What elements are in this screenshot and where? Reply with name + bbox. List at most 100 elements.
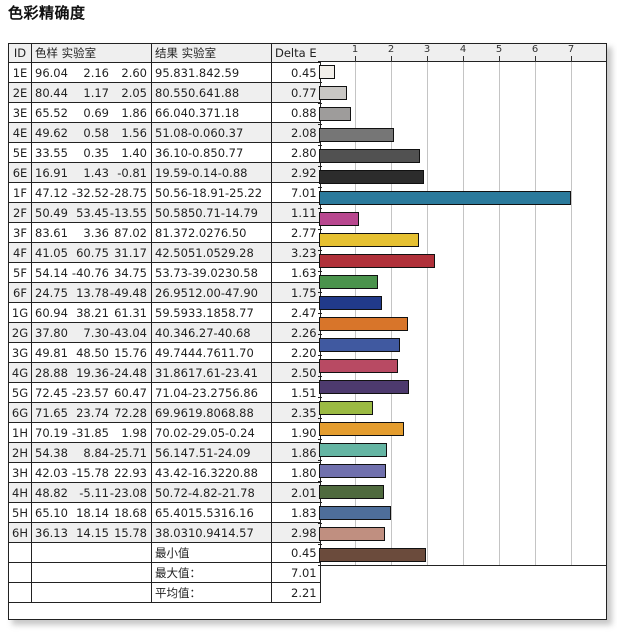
delta-e-value: 1.86 — [271, 442, 321, 463]
delta-e-value: 1.75 — [271, 282, 321, 303]
result-lab-a: -0.85 — [187, 145, 218, 160]
summary-label: 最小值 — [151, 542, 272, 563]
swatch-lab-b: -49.48 — [109, 285, 147, 300]
y-tick-mark — [318, 292, 322, 293]
gridline — [571, 62, 572, 565]
swatch-lab-l: 83.61 — [35, 225, 68, 240]
y-tick-mark — [318, 145, 322, 146]
x-tick-label: 7 — [567, 44, 575, 55]
swatch-lab-a: 60.75 — [76, 245, 109, 260]
summary-empty-id — [8, 562, 32, 583]
result-lab-b: 58.77 — [220, 305, 254, 320]
x-tick-mark — [571, 56, 572, 62]
swatch-lab-b: 1.98 — [121, 425, 147, 440]
result-lab-a: 0.37 — [187, 105, 214, 120]
swatch-lab-b: 18.68 — [114, 505, 147, 520]
result-lab-a: 10.94 — [187, 525, 221, 540]
result-lab-a: 50.71 — [187, 205, 221, 220]
delta-e-bar-4g — [319, 380, 409, 394]
swatch-lab-a: -5.11 — [79, 485, 109, 500]
result-lab-b: -21.78 — [217, 485, 255, 500]
swatch-lab-values: 96.04 2.16 2.60 — [31, 62, 152, 83]
delta-e-bar-6g — [319, 422, 404, 436]
delta-e-value: 2.77 — [271, 222, 321, 243]
result-lab-a: 1.84 — [187, 65, 214, 80]
delta-e-bar-5f — [319, 275, 378, 289]
result-lab-a: 0.64 — [187, 85, 214, 100]
result-lab-values: 43.42-16.3220.88 — [151, 462, 272, 483]
header-delta-e: Delta E — [271, 43, 321, 63]
swatch-lab-l: 70.19 — [35, 425, 68, 440]
swatch-lab-l: 54.38 — [35, 445, 68, 460]
delta-e-value: 2.98 — [271, 522, 321, 543]
swatch-lab-a: 0.58 — [83, 125, 109, 140]
result-lab-values: 56.147.51-24.09 — [151, 442, 272, 463]
y-tick-mark — [318, 103, 322, 104]
delta-e-value: 0.45 — [271, 62, 321, 83]
table-row: 6G 71.65 23.74 72.28 69.9619.8068.88 2.35 — [8, 402, 321, 423]
summary-label: 平均值： — [151, 582, 272, 603]
table-header-row: ID 色样 实验室 结果 实验室 Delta E — [8, 43, 321, 63]
summary-value: 0.45 — [271, 542, 321, 563]
table-row: 3E 65.52 0.69 1.86 66.040.371.18 0.88 — [8, 102, 321, 123]
delta-e-bar-4f — [319, 254, 435, 268]
delta-e-bar-3f — [319, 233, 419, 247]
delta-e-value: 2.92 — [271, 162, 321, 183]
swatch-lab-l: 36.13 — [35, 525, 68, 540]
table-row: 5G 72.45 -23.57 60.47 71.04-23.2756.86 1.51 — [8, 382, 321, 403]
result-lab-a: 51.05 — [187, 245, 221, 260]
result-lab-l: 53.73 — [155, 265, 188, 280]
swatch-lab-a: 2.16 — [83, 65, 109, 80]
delta-e-value: 2.01 — [271, 482, 321, 503]
swatch-lab-b: 22.93 — [114, 465, 147, 480]
swatch-lab-values: 72.45 -23.57 60.47 — [31, 382, 152, 403]
result-lab-values: 81.372.0276.50 — [151, 222, 272, 243]
swatch-lab-l: 28.88 — [35, 365, 68, 380]
y-tick-mark — [318, 523, 322, 524]
row-id: 6F — [8, 282, 32, 303]
table-row: 2E 80.44 1.17 2.05 80.550.641.88 0.77 — [8, 82, 321, 103]
table-row: 2H 54.38 8.84-25.71 56.147.51-24.09 1.86 — [8, 442, 321, 463]
y-tick-mark — [318, 208, 322, 209]
result-lab-b: -14.79 — [220, 205, 258, 220]
x-tick-label: 4 — [459, 44, 467, 55]
result-lab-a: 6.27 — [187, 325, 214, 340]
swatch-lab-b: 15.76 — [114, 345, 147, 360]
row-id: 2F — [8, 202, 32, 223]
y-tick-mark — [318, 82, 322, 83]
result-lab-a: 12.00 — [187, 285, 221, 300]
row-id: 1F — [8, 182, 32, 203]
result-lab-b: 2.59 — [213, 65, 240, 80]
y-tick-mark — [318, 439, 322, 440]
delta-e-value: 1.11 — [271, 202, 321, 223]
y-tick-mark — [318, 166, 322, 167]
result-lab-l: 50.56 — [155, 185, 188, 200]
result-lab-a: 19.80 — [187, 405, 221, 420]
swatch-lab-a: -23.57 — [71, 385, 109, 400]
swatch-lab-l: 50.49 — [35, 205, 68, 220]
summary-row: 最大值： 7.01 — [8, 562, 321, 583]
summary-empty-swatch — [31, 582, 152, 603]
swatch-lab-b: 2.60 — [121, 65, 147, 80]
y-tick-mark — [318, 313, 322, 314]
summary-empty-swatch — [31, 562, 152, 583]
delta-e-bar-2g — [319, 338, 400, 352]
result-lab-a: 15.53 — [187, 505, 221, 520]
y-tick-mark — [318, 397, 322, 398]
result-lab-l: 81.37 — [155, 225, 188, 240]
swatch-lab-b: 15.78 — [114, 525, 147, 540]
swatch-lab-b: 34.75 — [114, 265, 147, 280]
result-lab-l: 56.14 — [155, 445, 188, 460]
result-lab-l: 66.04 — [155, 105, 188, 120]
delta-e-value: 0.88 — [271, 102, 321, 123]
result-lab-values: 51.08-0.060.37 — [151, 122, 272, 143]
result-lab-values: 26.9512.00-47.90 — [151, 282, 272, 303]
gridline — [391, 62, 392, 565]
table-row: 1H 70.19 -31.85 1.98 70.02-29.05-0.24 1.90 — [8, 422, 321, 443]
table-row: 1F 47.12 -32.52-28.75 50.56-18.91-25.22 7.01 — [8, 182, 321, 203]
result-lab-l: 59.59 — [155, 305, 188, 320]
y-tick-mark — [318, 544, 322, 545]
row-id: 6H — [8, 522, 32, 543]
result-lab-a: 44.76 — [187, 345, 221, 360]
swatch-lab-a: 18.14 — [76, 505, 109, 520]
